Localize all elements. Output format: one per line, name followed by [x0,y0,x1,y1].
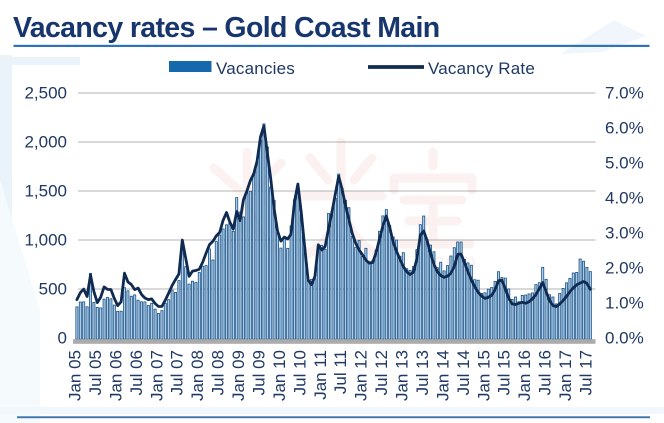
svg-text:Jan 05: Jan 05 [66,350,85,401]
svg-text:Jul 09: Jul 09 [250,350,269,395]
svg-text:Jul 10: Jul 10 [290,350,309,395]
svg-text:Jul 12: Jul 12 [372,350,391,395]
svg-text:Jan 16: Jan 16 [515,350,534,401]
svg-text:Jul 17: Jul 17 [577,350,596,395]
svg-text:Jul 05: Jul 05 [86,350,105,395]
svg-text:Jan 06: Jan 06 [106,350,125,401]
svg-text:Jul 13: Jul 13 [413,350,432,395]
svg-text:Vacancy Rate: Vacancy Rate [428,59,535,78]
svg-text:Jan 08: Jan 08 [188,350,207,401]
svg-text:Jan 09: Jan 09 [229,350,248,401]
svg-text:Jan 14: Jan 14 [433,350,452,401]
svg-text:Jul 07: Jul 07 [168,350,187,395]
svg-text:0.0%: 0.0% [605,329,644,348]
svg-text:Jul 15: Jul 15 [495,350,514,395]
svg-text:6.0%: 6.0% [605,119,644,138]
svg-text:Vacancy rates – Gold Coast Mai: Vacancy rates – Gold Coast Main [13,12,440,44]
svg-text:4.0%: 4.0% [605,189,644,208]
svg-text:Jul 08: Jul 08 [209,350,228,395]
svg-text:7.0%: 7.0% [605,84,644,103]
svg-text:Jan 07: Jan 07 [147,350,166,401]
svg-text:1,500: 1,500 [24,182,67,201]
svg-text:3.0%: 3.0% [605,224,644,243]
svg-text:2.0%: 2.0% [605,259,644,278]
svg-text:0: 0 [58,329,67,348]
svg-text:2,500: 2,500 [24,84,67,103]
svg-text:Jul 16: Jul 16 [536,350,555,395]
svg-text:1.0%: 1.0% [605,294,644,313]
svg-text:Jul 06: Jul 06 [127,350,146,395]
svg-text:Jul 11: Jul 11 [331,350,350,394]
svg-text:Jan 11: Jan 11 [311,350,330,400]
svg-text:Jan 12: Jan 12 [352,350,371,401]
svg-text:2,000: 2,000 [24,133,67,152]
svg-text:Jul 14: Jul 14 [454,350,473,395]
svg-text:Jan 17: Jan 17 [556,350,575,401]
svg-text:Jan 15: Jan 15 [474,350,493,401]
svg-text:1,000: 1,000 [24,231,67,250]
svg-text:Vacancies: Vacancies [216,59,295,78]
svg-text:5.0%: 5.0% [605,154,644,173]
svg-text:Jan 10: Jan 10 [270,350,289,401]
svg-text:Jan 13: Jan 13 [393,350,412,401]
svg-text:500: 500 [39,280,67,299]
